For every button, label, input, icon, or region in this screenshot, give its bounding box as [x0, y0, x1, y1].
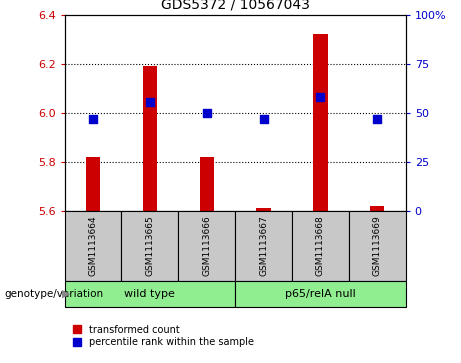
Bar	[86, 157, 100, 211]
Bar	[178, 211, 235, 281]
Point	[203, 110, 210, 115]
Text: GSM1113666: GSM1113666	[202, 216, 211, 276]
Bar	[235, 281, 406, 307]
Point	[373, 116, 381, 122]
Bar	[121, 211, 178, 281]
Text: GSM1113668: GSM1113668	[316, 216, 325, 276]
Text: p65/relA null: p65/relA null	[285, 289, 356, 299]
Bar	[256, 208, 271, 211]
Legend: transformed count, percentile rank within the sample: transformed count, percentile rank withi…	[70, 321, 258, 351]
Bar	[370, 206, 384, 211]
Text: GSM1113667: GSM1113667	[259, 216, 268, 276]
Bar	[143, 66, 157, 211]
Text: GSM1113664: GSM1113664	[89, 216, 97, 276]
Bar	[65, 211, 121, 281]
Text: GSM1113669: GSM1113669	[373, 216, 382, 276]
Text: ▶: ▶	[62, 289, 71, 299]
Point	[317, 94, 324, 99]
Bar	[349, 211, 406, 281]
Bar	[292, 211, 349, 281]
Bar	[65, 281, 235, 307]
Bar	[313, 34, 327, 211]
Point	[89, 116, 97, 122]
Point	[146, 99, 154, 105]
Title: GDS5372 / 10567043: GDS5372 / 10567043	[161, 0, 309, 12]
Bar	[235, 211, 292, 281]
Text: genotype/variation: genotype/variation	[5, 289, 104, 299]
Point	[260, 116, 267, 122]
Text: GSM1113665: GSM1113665	[145, 216, 154, 276]
Text: wild type: wild type	[124, 289, 175, 299]
Bar	[200, 157, 214, 211]
